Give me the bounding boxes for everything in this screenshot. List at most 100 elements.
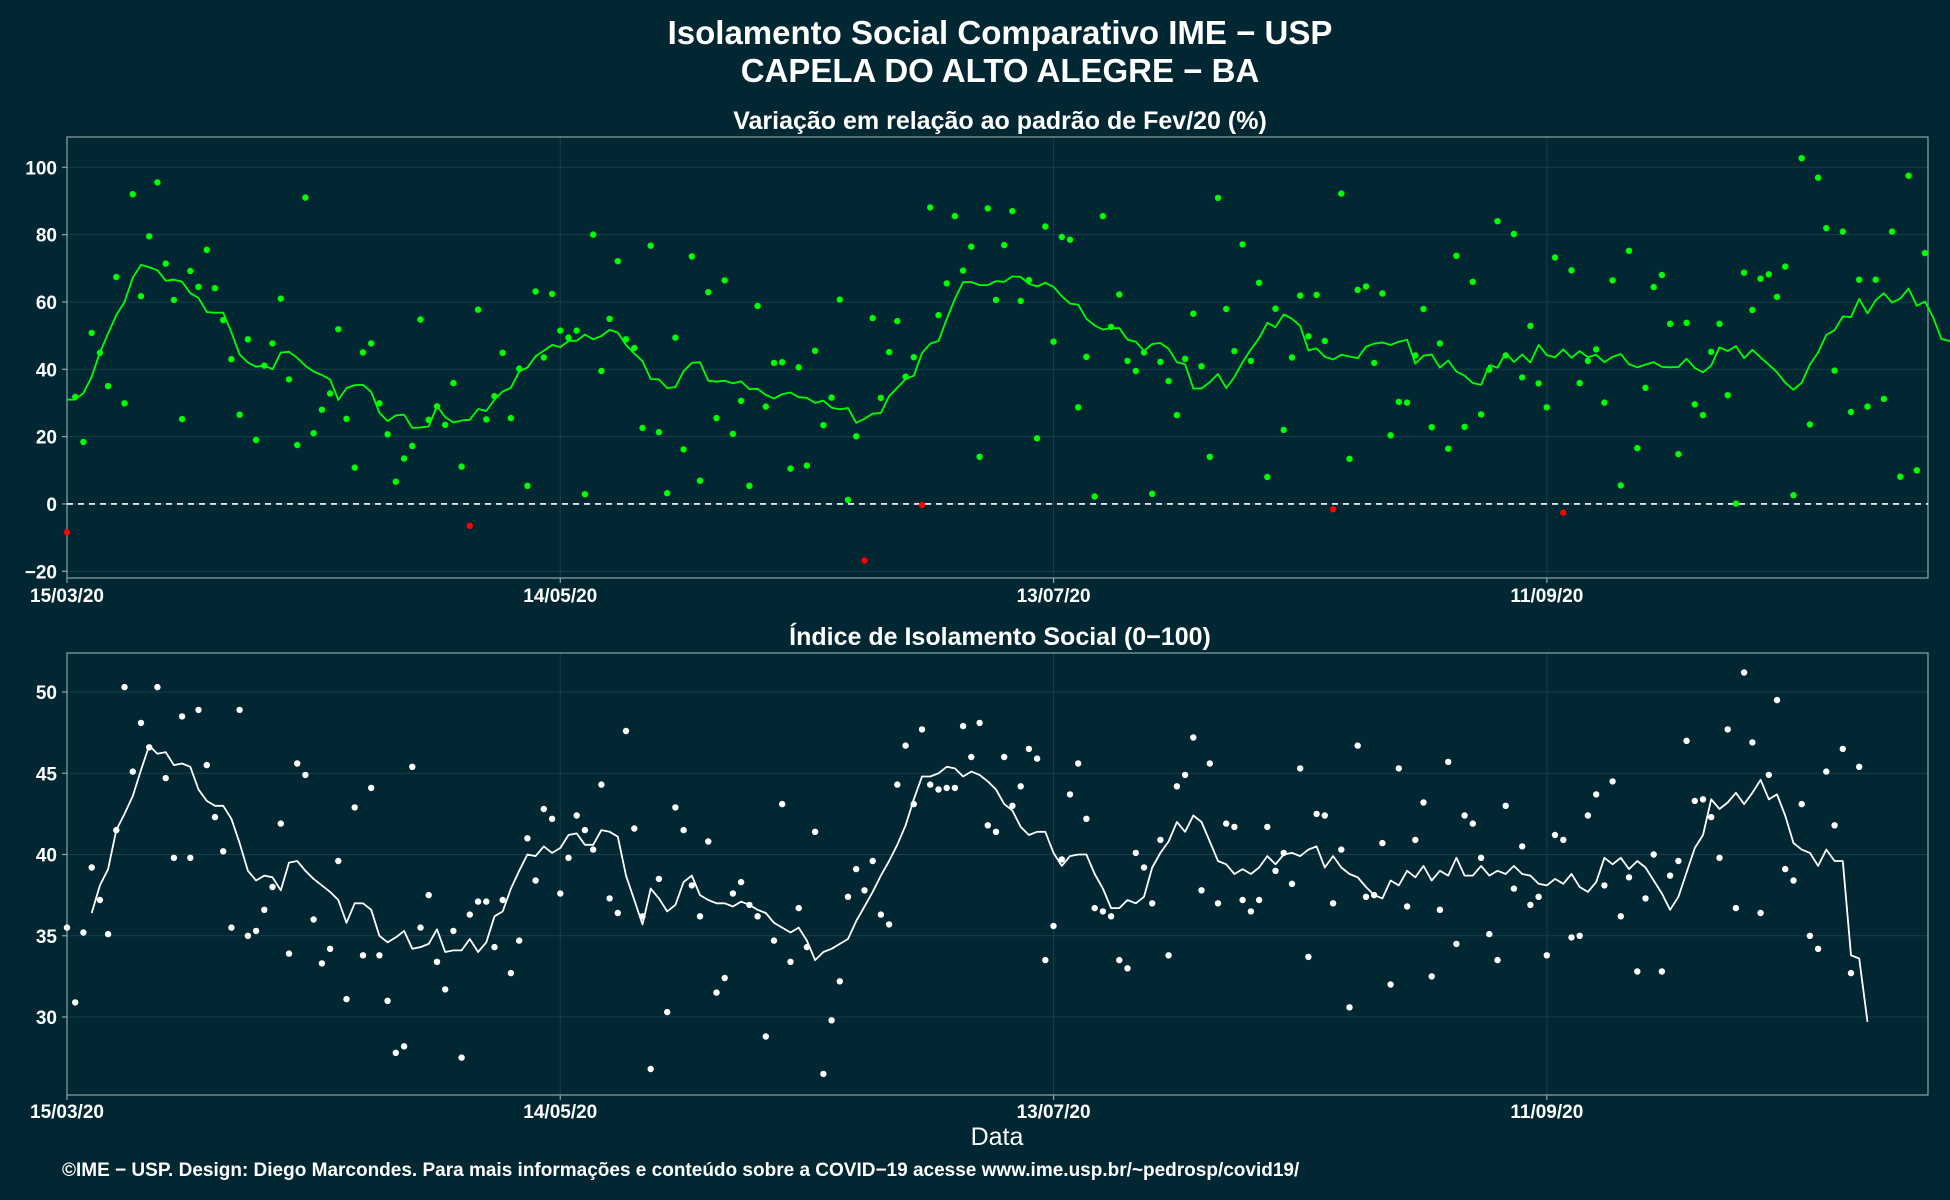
data-point [335, 326, 342, 333]
data-point [228, 924, 235, 931]
data-point [1814, 174, 1822, 181]
data-point [1502, 802, 1509, 809]
data-point [565, 854, 572, 861]
data-point [1379, 290, 1386, 297]
data-point [1749, 306, 1756, 314]
data-point [1264, 823, 1271, 831]
data-point [450, 927, 457, 935]
x-tick-label: 13/07/20 [1017, 586, 1091, 607]
data-point [705, 289, 712, 296]
data-point [918, 726, 926, 733]
data-point [713, 414, 720, 422]
data-point [1543, 952, 1551, 959]
data-point [1338, 846, 1345, 853]
data-point [598, 781, 605, 788]
data-point [524, 835, 531, 842]
data-point [1371, 359, 1378, 367]
data-point [1181, 355, 1189, 362]
data-point [1083, 815, 1090, 822]
y-tick-label: 20 [36, 428, 57, 449]
data-point [548, 815, 556, 822]
y-tick-label: 50 [36, 683, 57, 704]
data-point [606, 895, 613, 902]
data-point [548, 290, 556, 298]
data-point [828, 394, 835, 401]
data-point [1017, 297, 1024, 305]
data-point [1864, 403, 1871, 410]
data-point [1782, 263, 1789, 270]
data-point [318, 960, 326, 967]
data-point [1033, 435, 1041, 442]
data-point [203, 246, 210, 253]
data-point [409, 763, 416, 770]
data-point [1732, 904, 1740, 912]
data-point [392, 478, 399, 485]
data-point [968, 753, 975, 761]
data-point [1658, 271, 1666, 279]
data-point [1765, 271, 1773, 278]
data-point [80, 438, 87, 446]
data-point [285, 950, 293, 957]
data-point [729, 430, 737, 438]
data-point [129, 768, 136, 775]
data-point [195, 706, 202, 714]
data-point [63, 924, 71, 931]
data-point [376, 952, 383, 959]
data-point [1042, 223, 1049, 230]
data-point [1798, 800, 1805, 808]
moving-average-line [90, 744, 1869, 1023]
data-point [302, 771, 309, 779]
data-point [984, 822, 991, 829]
data-point [1198, 887, 1205, 894]
data-point [787, 958, 794, 965]
data-point [96, 349, 104, 356]
data-point [154, 179, 161, 186]
data-point [1757, 909, 1764, 917]
data-point [1280, 426, 1287, 434]
data-point [532, 288, 539, 295]
data-point [976, 719, 983, 727]
data-point [1740, 269, 1748, 276]
data-point [187, 854, 194, 861]
data-point [1782, 865, 1789, 873]
data-point [844, 496, 852, 504]
data-point [1214, 900, 1222, 907]
data-point [1412, 352, 1419, 359]
data-point [918, 501, 926, 509]
data-point [1395, 765, 1403, 772]
data-point [590, 231, 597, 238]
data-point [836, 296, 843, 303]
data-point [762, 403, 769, 410]
data-point [195, 283, 202, 290]
data-point [861, 557, 868, 564]
data-point [869, 314, 876, 322]
data-point [1576, 932, 1583, 939]
data-point [795, 364, 802, 371]
data-point [524, 482, 531, 489]
data-point [1198, 363, 1205, 370]
data-point [1634, 444, 1641, 452]
data-point [1617, 482, 1625, 489]
data-point [236, 411, 243, 418]
data-point [557, 890, 564, 897]
data-point [178, 415, 186, 423]
data-point [162, 774, 169, 782]
data-point [1502, 352, 1509, 359]
data-point [762, 1033, 769, 1040]
data-point [1519, 374, 1526, 381]
footer-credit: ©IME − USP. Design: Diego Marcondes. Par… [62, 1160, 1300, 1181]
data-point [277, 820, 284, 827]
data-point [1527, 901, 1534, 909]
data-point [1921, 249, 1929, 257]
data-point [1042, 956, 1049, 964]
data-point [590, 846, 597, 853]
data-point [1535, 893, 1542, 900]
data-point [1362, 893, 1370, 900]
data-point [1527, 322, 1534, 330]
data-point [1888, 228, 1896, 235]
data-point [1724, 726, 1731, 733]
x-tick-label: 11/09/20 [1510, 586, 1583, 607]
data-point [1666, 872, 1674, 879]
data-point [1872, 276, 1879, 283]
data-point [894, 317, 901, 325]
